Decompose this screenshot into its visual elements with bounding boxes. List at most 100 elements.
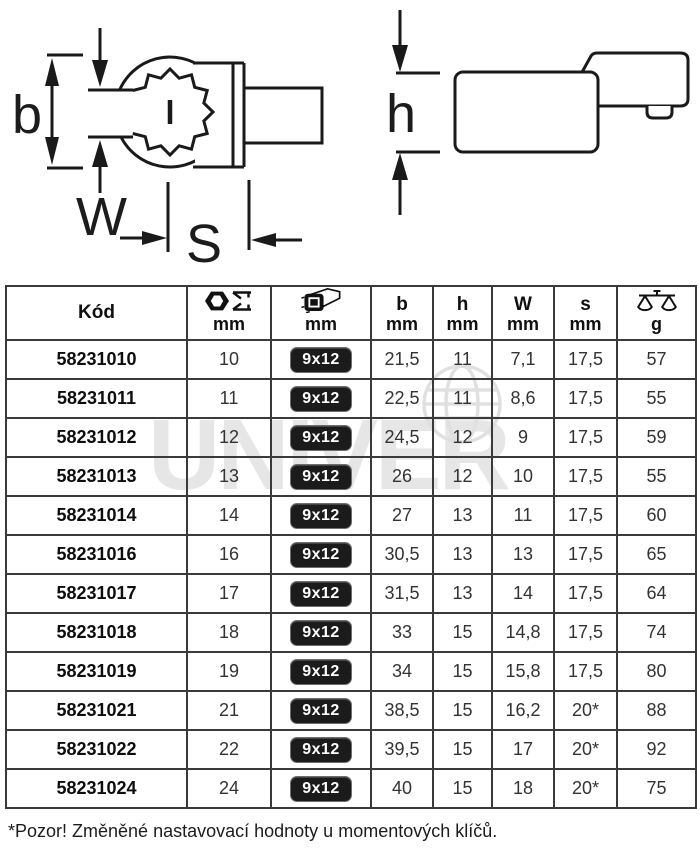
cell-h: 15 [432,690,493,731]
drive-size-badge: 9x12 [290,502,352,529]
drive-size-badge: 9x12 [290,463,352,490]
cell-weight: 80 [616,651,697,692]
cell-drive: 9x12 [270,651,372,692]
cell-code: 58231017 [5,573,188,614]
cell-drive: 9x12 [270,690,372,731]
table-row: 58231019 19 9x12 34 15 15,8 17,5 80 [5,651,697,692]
cell-size: 11 [186,378,272,419]
label-s: S [186,214,222,274]
cell-b: 38,5 [370,690,434,731]
cell-drive: 9x12 [270,768,372,809]
cell-b: 34 [370,651,434,692]
table-row: 58231022 22 9x12 39,5 15 17 20* 92 [5,729,697,770]
dimension-w [92,28,108,193]
label-h: h [386,84,416,144]
cell-h: 13 [432,495,493,536]
cell-code: 58231022 [5,729,188,770]
spec-table-head: Kód mm [5,285,697,341]
cell-h: 15 [432,651,493,692]
spec-table-body: 58231010 10 9x12 21,5 11 7,1 17,5 57 58231011 11 9… [5,339,697,809]
cell-code: 58231013 [5,456,188,497]
cell-size: 22 [186,729,272,770]
drive-size-badge: 9x12 [290,346,352,373]
cell-b: 33 [370,612,434,653]
dimension-diagram: b W S h [12,10,690,274]
drive-size-badge: 9x12 [290,736,352,763]
cell-drive: 9x12 [270,612,372,653]
cell-w: 15,8 [491,651,555,692]
table-row: 58231014 14 9x12 27 13 11 17,5 60 [5,495,697,536]
cell-s: 17,5 [553,651,618,692]
cell-h: 12 [432,456,493,497]
column-letter: b [396,294,408,316]
cell-code: 58231024 [5,768,188,809]
cell-h: 12 [432,417,493,458]
dimension-s [120,180,302,252]
cell-s: 17,5 [553,612,618,653]
column-header-code: Kód [5,285,188,341]
column-header-size: mm [186,285,272,341]
cell-drive: 9x12 [270,339,372,380]
cell-b: 21,5 [370,339,434,380]
column-header-drive: mm [270,285,372,341]
column-header-b: b mm [370,285,434,341]
drive-size-badge: 9x12 [290,580,352,607]
unit-label: mm [446,314,479,335]
cell-code: 58231011 [5,378,188,419]
drive-size-badge: 9x12 [290,775,352,802]
cell-drive: 9x12 [270,573,372,614]
table-row: 58231011 11 9x12 22,5 11 8,6 17,5 55 [5,378,697,419]
ring-end-drawing [88,55,324,169]
drive-size-badge: 9x12 [290,385,352,412]
cell-w: 14 [491,573,555,614]
column-header-w: W mm [491,285,555,341]
column-letter: h [456,294,469,316]
dimension-b [45,53,83,170]
cell-b: 24,5 [370,417,434,458]
column-header-h: h mm [432,285,493,341]
cell-s: 17,5 [553,495,618,536]
table-row: 58231010 10 9x12 21,5 11 7,1 17,5 57 [5,339,697,380]
cell-s: 17,5 [553,417,618,458]
table-row: 58231016 16 9x12 30,5 13 13 17,5 65 [5,534,697,575]
drive-size-badge: 9x12 [290,697,352,724]
cell-code: 58231012 [5,417,188,458]
cell-code: 58231010 [5,339,188,380]
column-header-weight: g [616,285,697,341]
footnote: *Pozor! Změněné nastavovací hodnoty u mo… [8,821,498,841]
cell-size: 19 [186,651,272,692]
cell-size: 17 [186,573,272,614]
label-w: W [76,187,127,247]
cell-b: 26 [370,456,434,497]
cell-weight: 92 [616,729,697,770]
cell-s: 20* [553,729,618,770]
cell-b: 27 [370,495,434,536]
unit-label: g [651,314,662,335]
table-row: 58231013 13 9x12 26 12 10 17,5 55 [5,456,697,497]
cell-s: 17,5 [553,456,618,497]
cell-weight: 60 [616,495,697,536]
table-row: 58231012 12 9x12 24,5 12 9 17,5 59 [5,417,697,458]
spec-table: Kód mm [5,285,697,809]
cell-size: 10 [186,339,272,380]
cell-weight: 55 [616,378,697,419]
column-letter: s [580,294,591,316]
cell-b: 31,5 [370,573,434,614]
cell-drive: 9x12 [270,417,372,458]
cell-size: 24 [186,768,272,809]
cell-w: 18 [491,768,555,809]
unit-label: mm [506,314,539,335]
cell-b: 22,5 [370,378,434,419]
table-row: 58231024 24 9x12 40 15 18 20* 75 [5,768,697,809]
cell-weight: 88 [616,690,697,731]
unit-label: mm [569,314,602,335]
cell-h: 13 [432,534,493,575]
table-row: 58231018 18 9x12 33 15 14,8 17,5 74 [5,612,697,653]
cell-w: 9 [491,417,555,458]
square-drive-icon [301,287,341,314]
drive-size-badge: 9x12 [290,541,352,568]
cell-weight: 75 [616,768,697,809]
drive-size-badge: 9x12 [290,658,352,685]
cell-drive: 9x12 [270,534,372,575]
